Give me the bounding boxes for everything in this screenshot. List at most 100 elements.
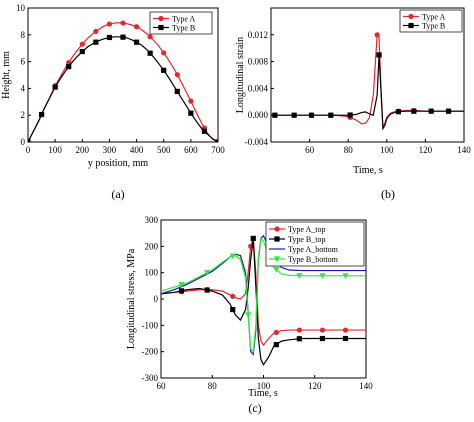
x-tick-label: 60	[157, 381, 167, 391]
data-point	[52, 84, 58, 90]
data-point	[215, 139, 218, 142]
legend-box	[149, 11, 213, 35]
chart-panel-1: 0 100 200 300 400 500 600 700 0 2 4 6 8 10 y position,…	[1, 3, 225, 201]
series-line-3	[161, 234, 366, 356]
y-tick-label: 0.008	[248, 57, 269, 67]
legend-label: Type A_bottom	[288, 245, 339, 254]
y-tick-label: -200	[142, 347, 159, 357]
y-tick-label: 4	[21, 83, 26, 93]
y-tick-label: 0.000	[248, 110, 269, 120]
data-point	[273, 329, 279, 335]
data-point	[296, 273, 303, 279]
legend-label: Type A	[172, 15, 195, 24]
x-tick-label: 200	[76, 145, 90, 155]
legend-label: Type B	[422, 22, 445, 31]
series-line-2	[271, 54, 464, 131]
data-point	[93, 28, 99, 35]
data-point	[106, 34, 113, 41]
data-point	[395, 109, 401, 115]
data-point	[79, 41, 85, 47]
data-point	[201, 128, 208, 134]
data-point	[204, 287, 210, 293]
data-point	[230, 306, 236, 313]
x-tick-label: 600	[184, 145, 198, 155]
data-point	[230, 293, 236, 299]
data-point	[178, 282, 185, 288]
legend-swatch-marker	[408, 22, 414, 29]
data-point	[374, 32, 380, 38]
x-axis-label: Time, s	[353, 165, 383, 176]
data-point	[133, 24, 140, 30]
y-tick-label: 8	[21, 30, 26, 40]
data-point	[188, 110, 194, 116]
data-point	[319, 335, 326, 342]
x-tick-label: 80	[208, 381, 218, 391]
y-tick-label: -0.004	[245, 137, 269, 147]
x-axis-label: Time, s	[248, 388, 278, 399]
legend-label: Type B_top	[288, 235, 325, 244]
y-tick-label: 0	[154, 294, 159, 304]
x-tick-label: 300	[103, 145, 117, 155]
legend-swatch-marker	[274, 226, 280, 232]
y-tick-label: -300	[142, 373, 159, 383]
data-point	[133, 39, 140, 45]
data-point	[347, 112, 353, 118]
data-point	[342, 335, 349, 342]
y-tick-label: 6	[21, 57, 26, 67]
y-tick-label: 200	[145, 241, 159, 251]
data-point	[376, 52, 382, 58]
legend-label: Type A	[422, 13, 445, 22]
data-point	[319, 327, 326, 333]
y-tick-label: -100	[142, 320, 159, 330]
series-group	[161, 234, 366, 367]
x-tick-label: 400	[130, 145, 144, 155]
data-point	[161, 50, 167, 56]
data-point	[319, 273, 326, 279]
data-point	[28, 139, 31, 142]
series-group	[271, 32, 464, 131]
data-point	[296, 327, 302, 333]
legend-label: Type B_bottom	[288, 255, 339, 264]
x-tick-label: 500	[157, 145, 171, 155]
x-tick-label: 120	[308, 381, 322, 391]
data-point	[106, 21, 113, 27]
y-tick-label: 100	[145, 268, 159, 278]
data-point	[229, 253, 236, 260]
data-point	[328, 112, 334, 118]
legend-swatch-marker	[408, 13, 414, 20]
y-axis-label: Longitudinal strain	[235, 37, 246, 113]
legend-swatch-marker	[274, 236, 280, 242]
y-axis-label: Height, mm	[1, 51, 12, 99]
y-tick-label: 300	[145, 215, 159, 225]
y-tick-label: 0.004	[248, 83, 269, 93]
data-point	[38, 111, 45, 118]
data-point	[273, 342, 279, 348]
data-point	[66, 64, 72, 70]
data-point	[245, 312, 252, 318]
y-axis-label: Longitudinal stress, MPa	[126, 248, 137, 349]
series-line-1	[271, 32, 464, 129]
data-point	[291, 112, 297, 118]
series-group	[28, 20, 218, 142]
data-point	[147, 34, 153, 40]
data-point	[445, 108, 452, 114]
panel-caption: (b)	[381, 187, 395, 201]
data-point	[188, 98, 194, 104]
data-point	[308, 112, 315, 118]
x-tick-label: 60	[305, 145, 315, 155]
data-point	[272, 112, 278, 118]
legend-swatch-marker	[158, 15, 164, 22]
data-point	[79, 48, 85, 55]
data-point	[342, 327, 349, 333]
data-point	[428, 108, 434, 114]
panel-caption: (c)	[248, 401, 261, 415]
x-tick-label: 700	[211, 145, 225, 155]
x-tick-label: 100	[48, 145, 62, 155]
x-tick-label: 140	[359, 381, 373, 391]
y-tick-label: 2	[21, 110, 26, 120]
y-tick-label: 0	[21, 137, 26, 147]
